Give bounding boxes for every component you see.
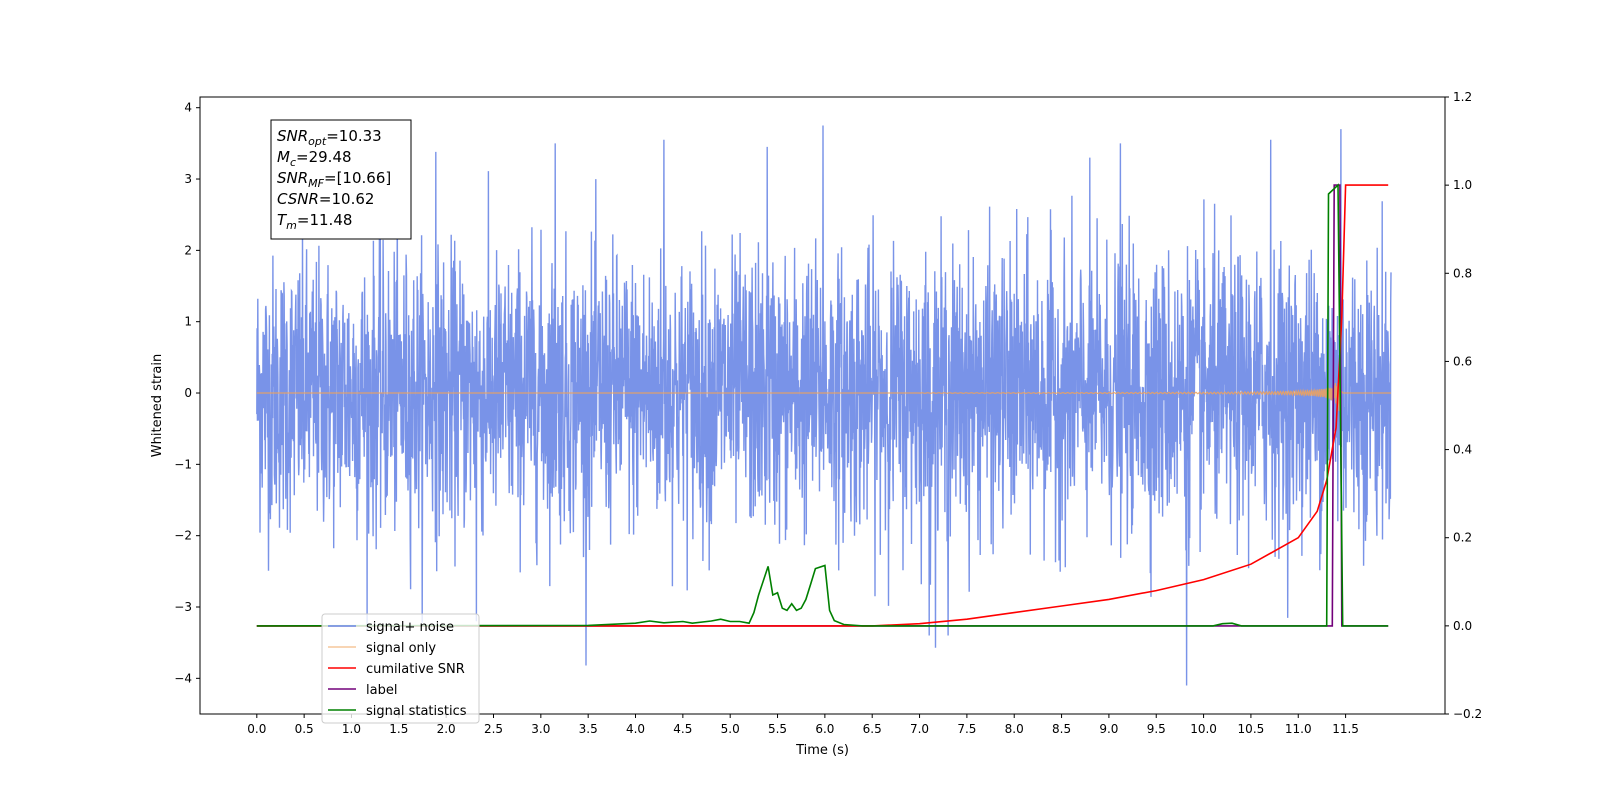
signal-only-line: [256, 374, 1391, 412]
annotation-line: CSNR=10.62: [277, 190, 374, 208]
plot-frame: [199, 96, 1446, 715]
x-tick-label: 2.0: [437, 722, 456, 736]
annotation-line: SNRopt=10.33: [277, 127, 382, 148]
annotation-box: SNRopt=10.33Mc=29.48SNRMF=[10.66]CSNR=10…: [270, 119, 412, 240]
y2-tick-label: 1.0: [1453, 178, 1472, 192]
x-tick-label: 10.5: [1238, 722, 1265, 736]
x-tick-label: 4.5: [673, 722, 692, 736]
x-axis-label: Time (s): [795, 743, 849, 758]
y2-tick-label: 1.2: [1453, 90, 1472, 104]
x-tick-label: 6.5: [863, 722, 882, 736]
x-tick-label: 3.0: [531, 722, 550, 736]
series-cumilative-snr-line: [256, 184, 1389, 627]
y-tick-label: −4: [174, 671, 192, 685]
x-tick-label: 5.5: [768, 722, 787, 736]
y2-tick-label: 0.4: [1453, 443, 1472, 457]
annotation-line: Tm=11.48: [277, 211, 352, 232]
legend-label: signal+ noise: [366, 620, 454, 635]
x-tick-label: 6.0: [815, 722, 834, 736]
annotation-frame: [270, 119, 412, 240]
annotation-line: Mc=29.48: [277, 148, 352, 169]
x-tick-label: 4.0: [626, 722, 645, 736]
y2-tick-label: 0.2: [1453, 531, 1472, 545]
legend-label: cumilative SNR: [366, 662, 465, 677]
x-tick-label: 7.5: [957, 722, 976, 736]
y2-tick-label: 0.0: [1453, 619, 1472, 633]
y2-tick-label: 0.6: [1453, 354, 1472, 368]
y2-tick-label: −0.2: [1453, 707, 1482, 721]
x-tick-label: 8.0: [1005, 722, 1024, 736]
y-tick-label: 2: [184, 243, 192, 257]
x-tick-label: 8.5: [1052, 722, 1071, 736]
x-tick-label: 11.5: [1332, 722, 1359, 736]
x-tick-label: 3.5: [579, 722, 598, 736]
x-tick-label: 11.0: [1285, 722, 1312, 736]
x-tick-label: 2.5: [484, 722, 503, 736]
y2-tick-label: 0.8: [1453, 266, 1472, 280]
x-tick-label: 1.5: [389, 722, 408, 736]
x-tick-label: 9.0: [1099, 722, 1118, 736]
x-tick-label: 10.0: [1190, 722, 1217, 736]
y-tick-label: 4: [184, 101, 192, 115]
y-tick-label: −1: [174, 457, 192, 471]
legend: signal+ noise signal only cumilative SNR la…: [321, 613, 480, 724]
signal-noise-line: [256, 125, 1392, 686]
x-tick-label: 0.5: [295, 722, 314, 736]
legend-label: signal only: [366, 641, 436, 656]
x-tick-label: 9.5: [1147, 722, 1166, 736]
y-axis-ticks: −4 −3 −2 −1 0 1 2 3 4: [174, 101, 200, 685]
right-axis-series: [256, 183, 1389, 627]
x-axis-ticks: 0.0 0.5 1.0 1.5 2.0 2.5 3.0 3.5 4.0 4.5 5.0 5.5 6.0 6…: [247, 714, 1359, 736]
y-axis-label: Whitened strain: [150, 354, 165, 457]
y-tick-label: 1: [184, 315, 192, 329]
legend-frame: [321, 613, 480, 724]
x-tick-label: 1.0: [342, 722, 361, 736]
x-tick-label: 5.0: [721, 722, 740, 736]
legend-label: label: [366, 683, 397, 698]
x-tick-label: 0.0: [247, 722, 266, 736]
y2-axis-ticks: −0.2 0.0 0.2 0.4 0.6 0.8 1.0 1.2: [1445, 90, 1482, 721]
x-tick-label: 7.0: [910, 722, 929, 736]
series-signal-only: [256, 374, 1391, 412]
annotation-line: SNRMF=[10.66]: [277, 169, 391, 190]
y-tick-label: 0: [184, 386, 192, 400]
series-signal-statistics-line: [256, 183, 1389, 627]
y-tick-label: −2: [174, 529, 192, 543]
y-tick-label: −3: [174, 600, 192, 614]
legend-label: signal statistics: [366, 704, 467, 719]
series-signal-noise: [256, 125, 1392, 686]
y-tick-label: 3: [184, 172, 192, 186]
